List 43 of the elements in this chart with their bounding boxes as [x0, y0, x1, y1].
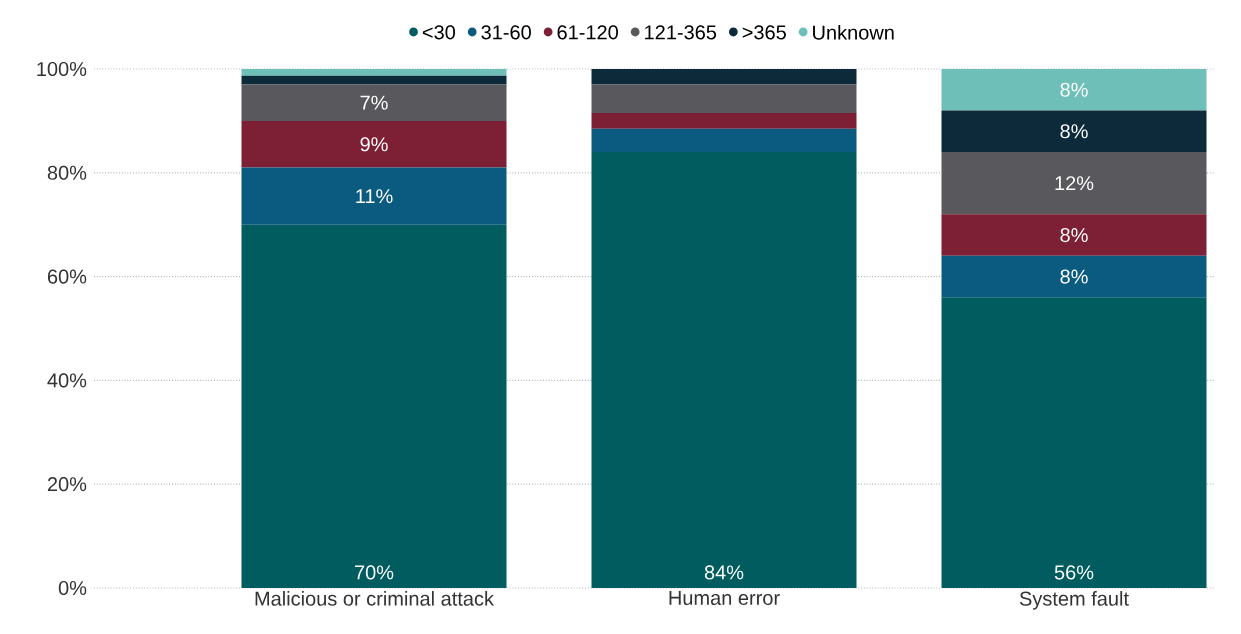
bar — [941, 68, 1207, 111]
y-tick-label: 60% — [47, 269, 87, 284]
y-tick-label: 40% — [47, 373, 87, 388]
legend-label: 31-60 — [481, 25, 531, 40]
bar — [241, 84, 507, 121]
legend-label: Unknown — [813, 24, 894, 40]
y-tick-label: 20% — [47, 477, 87, 492]
x-tick-label: System fault — [1019, 591, 1129, 610]
legend-label: >365 — [742, 25, 786, 40]
bar — [241, 68, 507, 76]
bar — [941, 214, 1207, 256]
bar — [591, 128, 857, 153]
bar — [591, 68, 857, 85]
legend-label: 61-120 — [557, 25, 618, 40]
y-tick-label: 0% — [58, 580, 87, 596]
data-label: 11% — [356, 189, 393, 204]
y-tick-label: 80% — [47, 165, 87, 180]
bar — [241, 167, 507, 225]
bar — [591, 84, 857, 114]
data-label: 7% — [360, 95, 388, 110]
bar — [241, 224, 507, 588]
data-label: 8% — [1060, 82, 1088, 97]
data-label: 8% — [1060, 269, 1088, 284]
data-label: 84% — [704, 565, 744, 580]
bar — [591, 152, 857, 588]
data-label: 8% — [1060, 227, 1088, 243]
bar — [241, 120, 507, 168]
bar — [941, 152, 1207, 215]
bar — [941, 255, 1207, 298]
x-tick-label: Malicious or criminal attack — [255, 591, 495, 606]
bar — [591, 113, 857, 129]
y-tick-label: 100% — [37, 61, 87, 77]
legend-label: 121-365 — [645, 25, 717, 40]
data-label: 12% — [1055, 176, 1094, 191]
data-label: 9% — [360, 137, 388, 152]
data-label: 8% — [1060, 124, 1088, 139]
data-label: 70% — [355, 565, 394, 580]
legend-label: <30 — [422, 25, 456, 40]
bar — [941, 110, 1207, 153]
bar — [241, 75, 507, 85]
x-tick-label: Human error — [669, 591, 780, 605]
data-label: 56% — [1054, 565, 1094, 580]
bar — [941, 297, 1207, 588]
